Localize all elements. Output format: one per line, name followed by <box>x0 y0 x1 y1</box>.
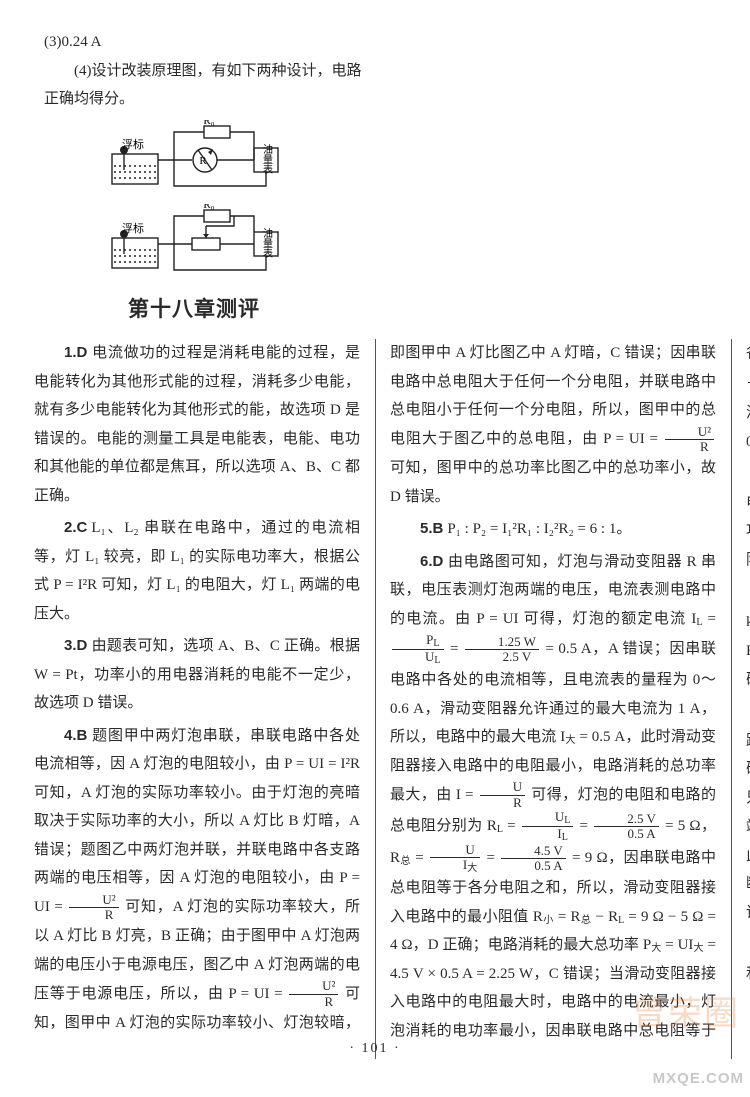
float-label: 浮标 <box>122 137 144 151</box>
answer-paragraph: 8.A转 15 转消耗的电能 W = 13 000 × 15 kW·h = 0.… <box>746 578 750 694</box>
answer-text: 当滑片向右滑动时，电路中电阻变大，电流变小，根据公式 P = I²R 可知，小灯… <box>746 466 750 568</box>
circuit-diagram-2: 浮标 R₀ 油量表 <box>104 204 284 282</box>
answer-paragraph: 3.D由题表可知，选项 A、B、C 正确。根据 W = Pt，功率小的用电器消耗… <box>34 632 360 718</box>
answer-label: 5.B <box>420 520 443 537</box>
answer-label: 3.D <box>64 637 87 654</box>
answer-text: 转 15 转消耗的电能 W = 13 000 × 15 kW·h = 0.005… <box>746 584 750 687</box>
answer-text: P₁ : P₂ = I₁²R₁ : I₂²R₂ = 6 : 1。 <box>447 521 631 537</box>
pre-line-2: (4)设计改装原理图，有如下两种设计，电路正确均得分。 <box>44 57 364 114</box>
page: (3)0.24 A (4)设计改装原理图，有如下两种设计，电路正确均得分。 <box>0 0 750 1097</box>
answer-paragraph: 2.CL₁、L₂ 串联在电路中，通过的电流相等，灯 L₁ 较亮，即 L₁ 的实际… <box>34 514 360 628</box>
answer-text: 当开关闭合时，均断开时，滑动变阻器和灯泡串联。由 I = UR 可得，小灯泡电阻… <box>746 937 750 982</box>
watermark: MXQE.COM <box>653 1065 744 1094</box>
answer-columns: 1.D电流做功的过程是消耗电能的过程，是电能转化为其他形式能的过程，消耗多少电能… <box>34 339 716 1059</box>
float-label-2: 浮标 <box>122 221 144 235</box>
answer-text: 由电路图可知，开关 S 断开时，电流的路径只有一条，所以是串联电路，故选项 A … <box>746 704 750 921</box>
r0-label: R₀ <box>203 120 214 127</box>
chapter-title: 第十八章测评 <box>34 290 354 330</box>
meter-label-2: 油量表 <box>261 226 273 258</box>
answer-paragraph: 10.D当开关闭合时，均断开时，滑动变阻器和灯泡串联。由 I = UR 可得，小… <box>746 931 750 989</box>
answer-paragraph: 5.BP₁ : P₂ = I₁²R₁ : I₂²R₂ = 6 : 1。 <box>390 515 716 544</box>
meter-label: 油量表 <box>261 142 273 174</box>
answer-label: 6.D <box>420 553 443 570</box>
page-number: · 101 · <box>0 1036 750 1063</box>
r-label: R <box>199 155 207 167</box>
answer-paragraph: 7.D当滑片向右滑动时，电路中电阻变大，电流变小，根据公式 P = I²R 可知… <box>746 460 750 574</box>
answer-label: 2.C <box>64 519 87 536</box>
answer-paragraph: 9.AC由电路图可知，开关 S 断开时，电流的路径只有一条，所以是串联电路，故选… <box>746 698 750 927</box>
pre-text: (3)0.24 A (4)设计改装原理图，有如下两种设计，电路正确均得分。 <box>34 28 364 114</box>
circuit-diagram-1: 浮标 R₀ R 油量表 <box>104 120 284 198</box>
answer-paragraph: 1.D电流做功的过程是消耗电能的过程，是电能转化为其他形式能的过程，消耗多少电能… <box>34 339 360 510</box>
r0-label-2: R₀ <box>203 204 214 211</box>
answer-label: 1.D <box>64 344 87 361</box>
answer-label: 4.B <box>64 727 87 744</box>
circuit-diagrams: 浮标 R₀ R 油量表 <box>34 120 354 282</box>
pre-line-1: (3)0.24 A <box>44 28 364 57</box>
answer-text: 电流做功的过程是消耗电能的过程，是电能转化为其他形式能的过程，消耗多少电能，就有… <box>34 345 360 504</box>
